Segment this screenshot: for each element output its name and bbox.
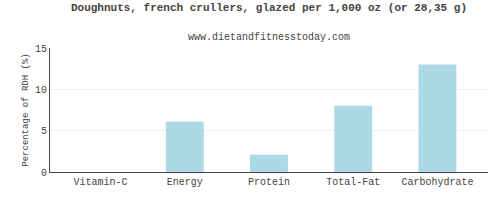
svg-text:5: 5 xyxy=(41,126,47,137)
svg-text:15: 15 xyxy=(35,44,47,55)
svg-text:www.dietandfitnesstoday.com: www.dietandfitnesstoday.com xyxy=(188,32,350,43)
svg-text:Total-Fat: Total-Fat xyxy=(326,177,380,188)
svg-text:Energy: Energy xyxy=(167,177,203,188)
svg-text:Vitamin-C: Vitamin-C xyxy=(74,177,128,188)
svg-text:Protein: Protein xyxy=(248,177,290,188)
svg-text:Percentage of RDH (%): Percentage of RDH (%) xyxy=(21,53,31,166)
svg-text:Carbohydrate: Carbohydrate xyxy=(401,177,473,188)
svg-text:10: 10 xyxy=(35,85,47,96)
svg-text:Doughnuts, french crullers, gl: Doughnuts, french crullers, glazed per 1… xyxy=(71,2,467,14)
svg-text:0: 0 xyxy=(41,168,47,179)
